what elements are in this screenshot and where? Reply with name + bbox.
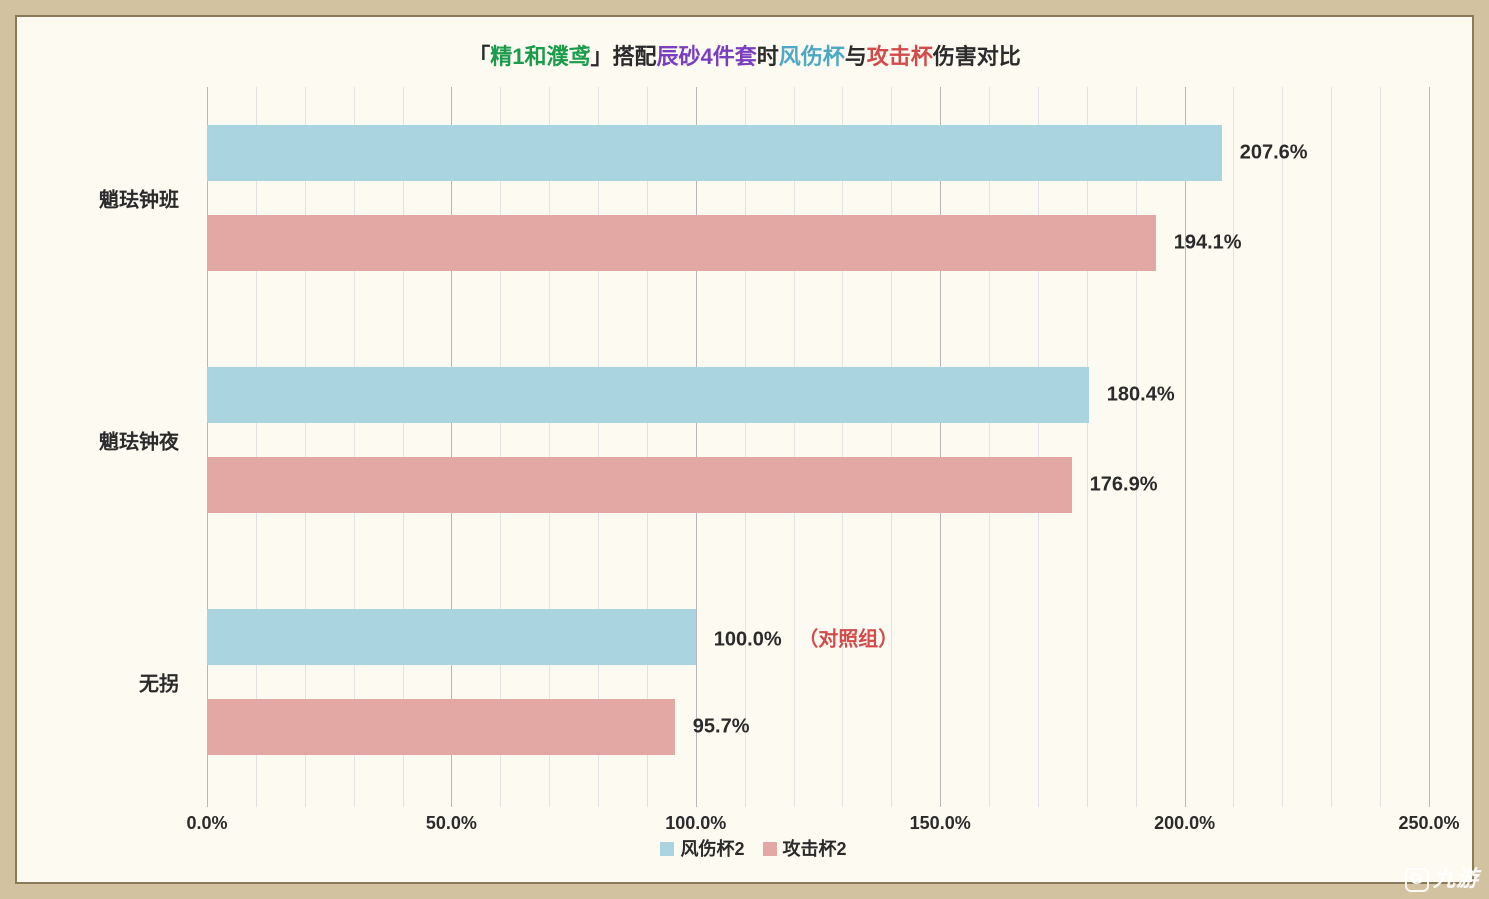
x-tick-label: 150.0% bbox=[890, 813, 990, 834]
category-label: 魈珐钟班 bbox=[17, 184, 197, 213]
legend: 风伤杯2 攻击杯2 bbox=[17, 835, 1472, 861]
title-segment: 」搭配 bbox=[590, 44, 656, 69]
bar bbox=[207, 457, 1072, 513]
x-tick-label: 100.0% bbox=[646, 813, 746, 834]
bar bbox=[207, 215, 1156, 271]
bar bbox=[207, 699, 675, 755]
gridline-minor bbox=[989, 87, 990, 807]
title-segment: 伤害对比 bbox=[933, 44, 1021, 69]
gridline-minor bbox=[891, 87, 892, 807]
x-tick-label: 0.0% bbox=[157, 813, 257, 834]
gridline-minor bbox=[1331, 87, 1332, 807]
bar-value-label: 100.0% （对照组） bbox=[714, 623, 899, 652]
watermark-text: 九游 bbox=[1433, 866, 1479, 891]
gridline-minor bbox=[1087, 87, 1088, 807]
gridline-minor bbox=[745, 87, 746, 807]
title-segment: 与 bbox=[845, 44, 867, 69]
chart-title: 「精1和濮鸢」搭配辰砂4件套时风伤杯与攻击杯伤害对比 bbox=[17, 39, 1472, 71]
legend-label: 风伤杯2 bbox=[680, 839, 744, 859]
bar-value-label: 207.6% bbox=[1240, 142, 1308, 165]
plot-area: 0.0%50.0%100.0%150.0%200.0%250.0%207.6%1… bbox=[207, 87, 1429, 807]
gridline-minor bbox=[842, 87, 843, 807]
bar-value-label: 180.4% bbox=[1107, 384, 1175, 407]
x-tick-label: 250.0% bbox=[1379, 813, 1479, 834]
watermark: G九游 bbox=[1405, 861, 1479, 893]
gridline-major bbox=[1185, 87, 1186, 807]
gridline-minor bbox=[1136, 87, 1137, 807]
watermark-icon: G bbox=[1405, 868, 1429, 892]
bar bbox=[207, 609, 696, 665]
gridline-minor bbox=[1282, 87, 1283, 807]
gridline-major bbox=[1429, 87, 1430, 807]
legend-swatch bbox=[660, 842, 674, 856]
gridline-major bbox=[696, 87, 697, 807]
bar bbox=[207, 125, 1222, 181]
title-segment: 时 bbox=[757, 44, 779, 69]
category-label: 魈珐钟夜 bbox=[17, 426, 197, 455]
title-segment: 「 bbox=[468, 44, 490, 69]
bar-value-label: 176.9% bbox=[1090, 474, 1158, 497]
legend-swatch bbox=[763, 842, 777, 856]
gridline-minor bbox=[1380, 87, 1381, 807]
gridline-major bbox=[940, 87, 941, 807]
x-tick-label: 50.0% bbox=[401, 813, 501, 834]
gridline-minor bbox=[1233, 87, 1234, 807]
x-tick-label: 200.0% bbox=[1135, 813, 1235, 834]
gridline-minor bbox=[794, 87, 795, 807]
title-segment: 精1和濮鸢 bbox=[490, 44, 590, 69]
control-group-label: （对照组） bbox=[782, 629, 899, 651]
bar-value-label: 194.1% bbox=[1174, 232, 1242, 255]
gridline-minor bbox=[1038, 87, 1039, 807]
title-segment: 风伤杯 bbox=[779, 44, 845, 69]
category-label: 无拐 bbox=[17, 668, 197, 697]
chart-frame: 「精1和濮鸢」搭配辰砂4件套时风伤杯与攻击杯伤害对比 0.0%50.0%100.… bbox=[15, 15, 1474, 884]
legend-label: 攻击杯2 bbox=[783, 839, 847, 859]
title-segment: 攻击杯 bbox=[867, 44, 933, 69]
title-segment: 辰砂4件套 bbox=[656, 44, 756, 69]
bar-value-label: 95.7% bbox=[693, 716, 750, 739]
bar bbox=[207, 367, 1089, 423]
